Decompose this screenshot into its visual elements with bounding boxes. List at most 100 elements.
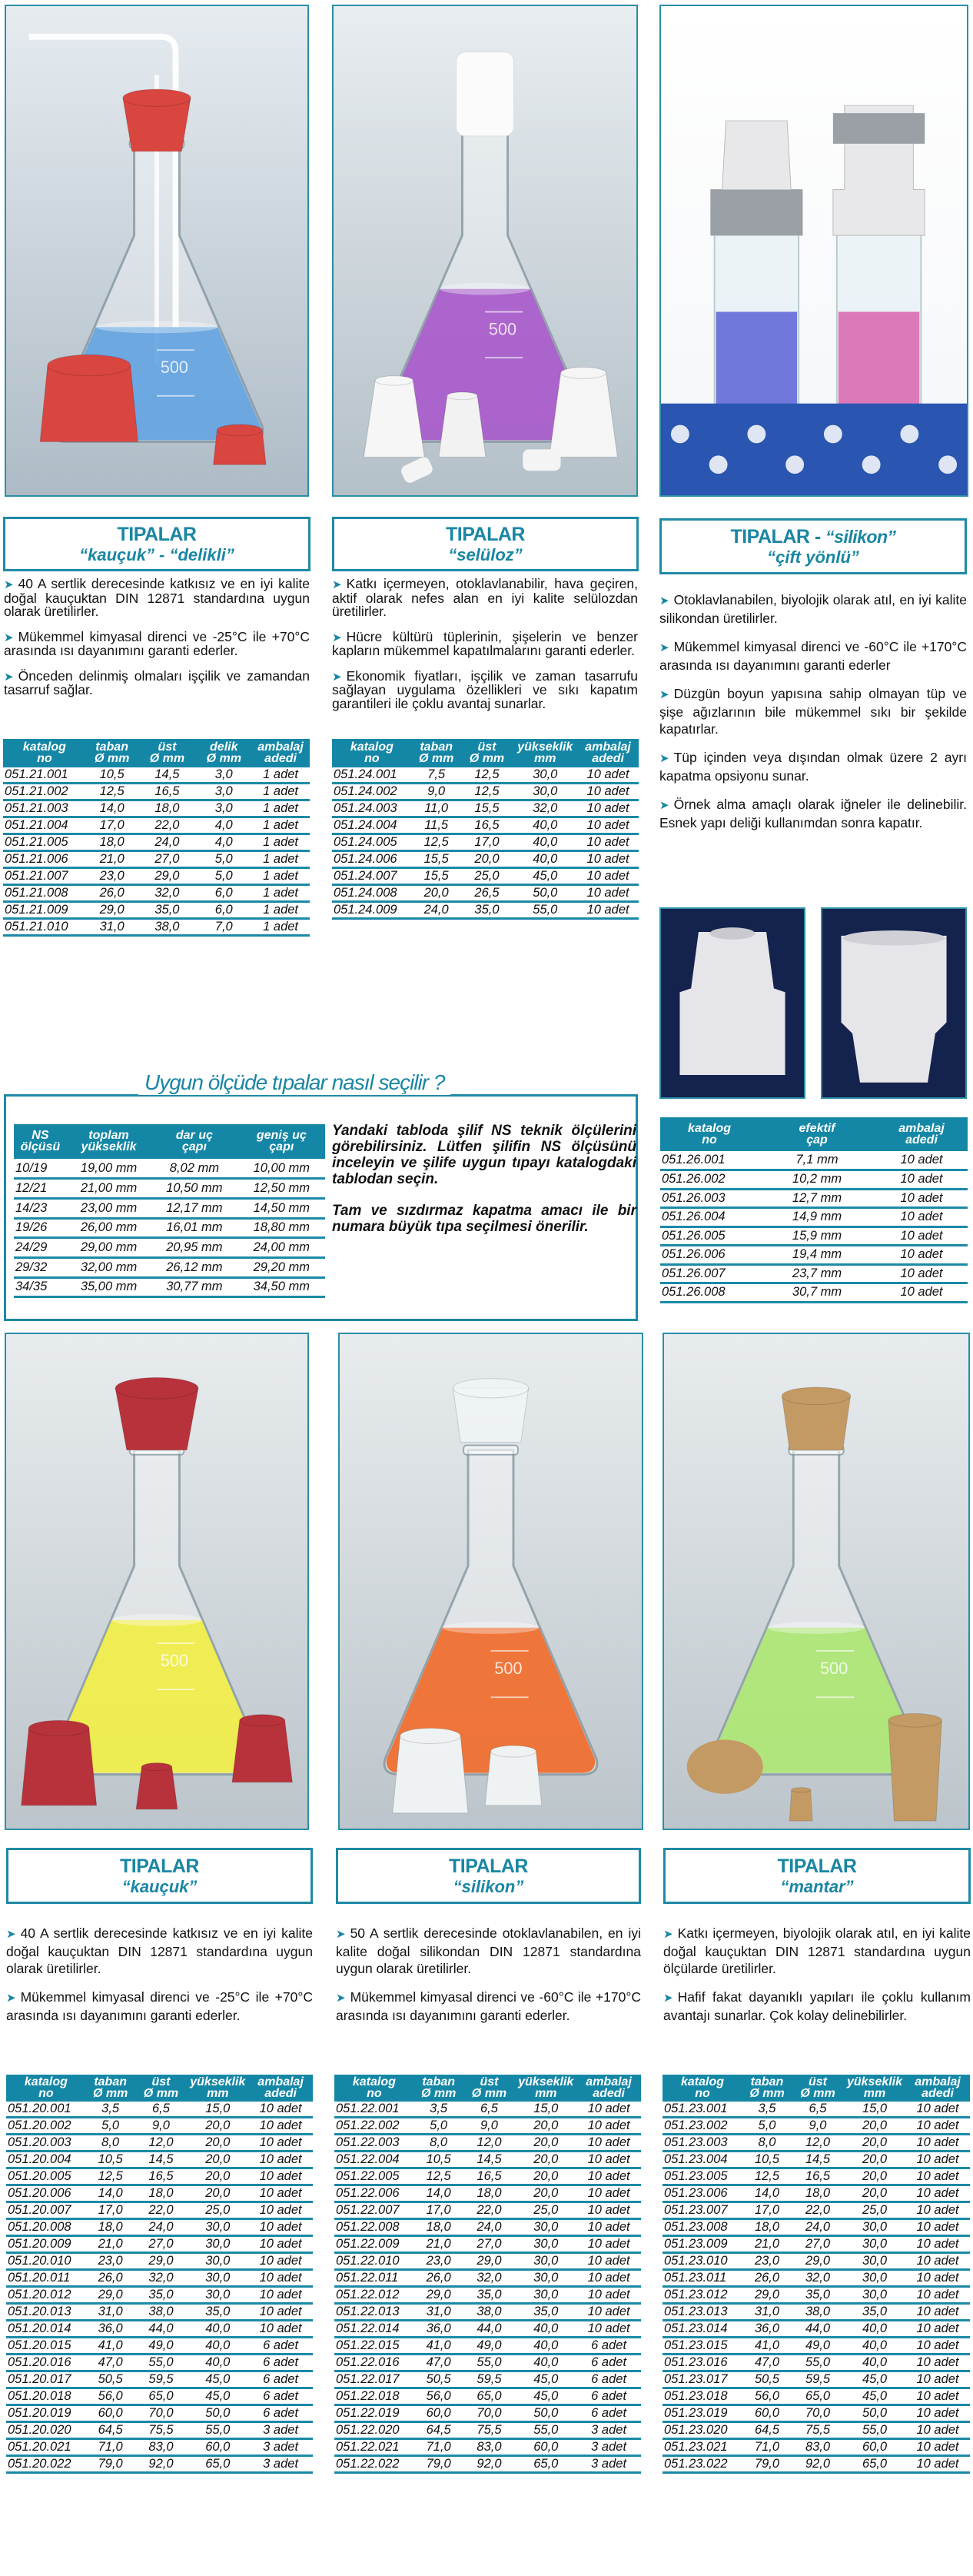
table-cell: 14,0 — [742, 2185, 792, 2203]
table-cell: 051.22.001 — [334, 2102, 414, 2118]
ns-guide-paragraph: Yandaki tabloda şilif NS teknik ölçüleri… — [332, 1123, 636, 1187]
liquid-left — [716, 311, 798, 419]
table-cell: 10 adet — [248, 2102, 313, 2118]
table-cell: 50,0 — [844, 2405, 905, 2423]
table-rubber-holed: katalog no taban Ø mm üst Ø mm delik Ø mm am… — [3, 739, 310, 937]
table-cell: 051.20.018 — [6, 2388, 86, 2406]
table-cell: 20,0 — [515, 2151, 577, 2169]
table-cell: 30,0 — [515, 2235, 577, 2254]
table-cell: 3 adet — [576, 2455, 641, 2474]
table-row: 34/35 35,00 mm 30,77 mm 34,50 mm — [14, 1277, 325, 1299]
table-cell: 9,0 — [463, 2117, 516, 2135]
table-cell: 32,0 — [463, 2269, 516, 2288]
table-cell: 65,0 — [187, 2455, 249, 2474]
table-cell: 16,5 — [460, 817, 513, 835]
subtitle: “çift yönlü” — [767, 547, 859, 567]
table-cell: 1 adet — [251, 901, 310, 920]
table-cell: 6,0 — [196, 884, 252, 903]
table-cell: 20,0 — [187, 2185, 249, 2203]
table-cell: 051.23.002 — [663, 2117, 742, 2135]
section-title-silicone: TIPALAR “silikon” — [336, 1848, 641, 1904]
table-cell: 20,0 — [844, 2134, 905, 2152]
table-cell: 7,1 mm — [759, 1151, 875, 1171]
photo-cellulose-stopper: 500 — [332, 5, 638, 497]
table-cell: 18,0 — [85, 2218, 135, 2237]
title: TIPALAR — [449, 1855, 528, 1877]
table-cell: 10 adet — [577, 834, 639, 852]
table-cell: 71,0 — [742, 2438, 792, 2457]
table-cell: 20,0 — [187, 2134, 249, 2152]
table-cell: 36,0 — [413, 2320, 463, 2338]
table-cell: 29,0 — [413, 2286, 463, 2305]
table-cell: 29,0 — [742, 2286, 792, 2305]
table-cell: 14,5 — [138, 767, 197, 784]
table-cell: 3,5 — [413, 2102, 463, 2118]
table-cell: 051.24.004 — [332, 817, 412, 835]
table-row: 051.20.016 47,0 55,0 40,0 6 adet — [6, 2354, 313, 2372]
table-cell: 10 adet — [248, 2303, 313, 2321]
table-row: 051.26.003 12,7 mm 10 adet — [660, 1189, 968, 1209]
table-cell: 56,0 — [742, 2388, 792, 2406]
table-cell: 10 adet — [248, 2202, 313, 2220]
table-cell: 60,0 — [742, 2405, 792, 2423]
table-cell: 14,0 — [85, 800, 138, 818]
table-cell: 10 adet — [576, 2168, 641, 2186]
table-cell: 10 adet — [248, 2252, 313, 2271]
table-cell: 56,0 — [85, 2388, 135, 2406]
table-cell: 12,5 — [85, 2168, 135, 2186]
table-cell: 051.24.008 — [332, 884, 412, 903]
table-cork: katalog no taban Ø mm üst Ø mm yükseklik mm… — [663, 2075, 970, 2474]
table-row: 051.24.007 15,5 25,0 45,0 10 adet — [332, 867, 639, 886]
table-cell: 10 adet — [576, 2117, 641, 2135]
table-cell: 8,02 mm — [151, 1159, 238, 1180]
bullet-text: Önceden delinmiş olmaları işçilik ve zam… — [4, 667, 310, 697]
table-row: 051.24.008 20,0 26,5 50,0 10 adet — [332, 884, 639, 903]
table-header: katalog no taban Ø mm üst Ø mm yükseklik mm… — [663, 2075, 970, 2102]
table-cell: 60,0 — [515, 2438, 577, 2457]
table-row: 051.24.006 15,5 20,0 40,0 10 adet — [332, 850, 639, 869]
column-header: katalog no — [663, 2075, 742, 2102]
table-cell: 051.26.006 — [660, 1245, 759, 1266]
table-cell: 10 adet — [248, 2185, 313, 2203]
table-cell: 16,5 — [134, 2168, 188, 2186]
table-cell: 32,0 — [138, 884, 197, 903]
table-cell: 051.21.007 — [3, 867, 86, 886]
flask-liquid — [52, 1619, 261, 1773]
table-cell: 051.22.016 — [334, 2354, 414, 2372]
table-cell: 10 adet — [248, 2168, 313, 2186]
table-cell: 10 adet — [905, 2151, 970, 2169]
table-cell: 30,0 — [187, 2235, 249, 2254]
table-cell: 10 adet — [905, 2438, 970, 2457]
description-cork: ➤ Katkı içermeyen, biyolojik olarak atıl,… — [663, 1925, 971, 2035]
table-cell: 79,0 — [742, 2455, 792, 2474]
table-cell: 49,0 — [134, 2337, 188, 2355]
table-cell: 15,9 mm — [759, 1226, 875, 1246]
table-cell: 30,0 — [513, 767, 578, 784]
table-row: 051.20.009 21,0 27,0 30,0 10 adet — [6, 2235, 313, 2254]
table-cell: 71,0 — [413, 2438, 463, 2457]
table-cell: 10 adet — [576, 2320, 641, 2338]
table-cell: 10 adet — [905, 2202, 970, 2220]
table-cell: 49,0 — [463, 2337, 516, 2355]
table-cell: 4,0 — [196, 834, 252, 852]
table-cell: 45,0 — [844, 2371, 905, 2389]
column-header: yükseklik mm — [513, 739, 578, 767]
table-row: 051.22.001 3,5 6,5 15,0 10 adet — [334, 2102, 641, 2118]
table-row: 051.23.008 18,0 24,0 30,0 10 adet — [663, 2218, 970, 2237]
table-cell: 29/32 — [14, 1257, 67, 1279]
table-cell: 10 adet — [905, 2320, 970, 2338]
table-row: 051.22.017 50,5 59,5 45,0 6 adet — [334, 2371, 641, 2389]
table-cell: 20,0 — [515, 2185, 577, 2203]
table-cell: 14,5 — [792, 2151, 844, 2169]
table-cell: 051.21.009 — [3, 901, 86, 920]
table-cell: 051.24.007 — [332, 867, 412, 886]
table-cell: 6 adet — [248, 2371, 313, 2389]
table-cell: 051.20.017 — [6, 2371, 86, 2389]
table-cell: 5,0 — [196, 867, 252, 886]
table-cell: 40,0 — [513, 850, 578, 869]
table-cell: 051.20.020 — [6, 2421, 86, 2440]
table-cell: 8,0 — [742, 2134, 792, 2152]
illustration — [661, 909, 804, 1097]
table-row: 051.23.013 31,0 38,0 35,0 10 adet — [663, 2303, 970, 2321]
table-cell: 051.21.006 — [3, 850, 86, 869]
